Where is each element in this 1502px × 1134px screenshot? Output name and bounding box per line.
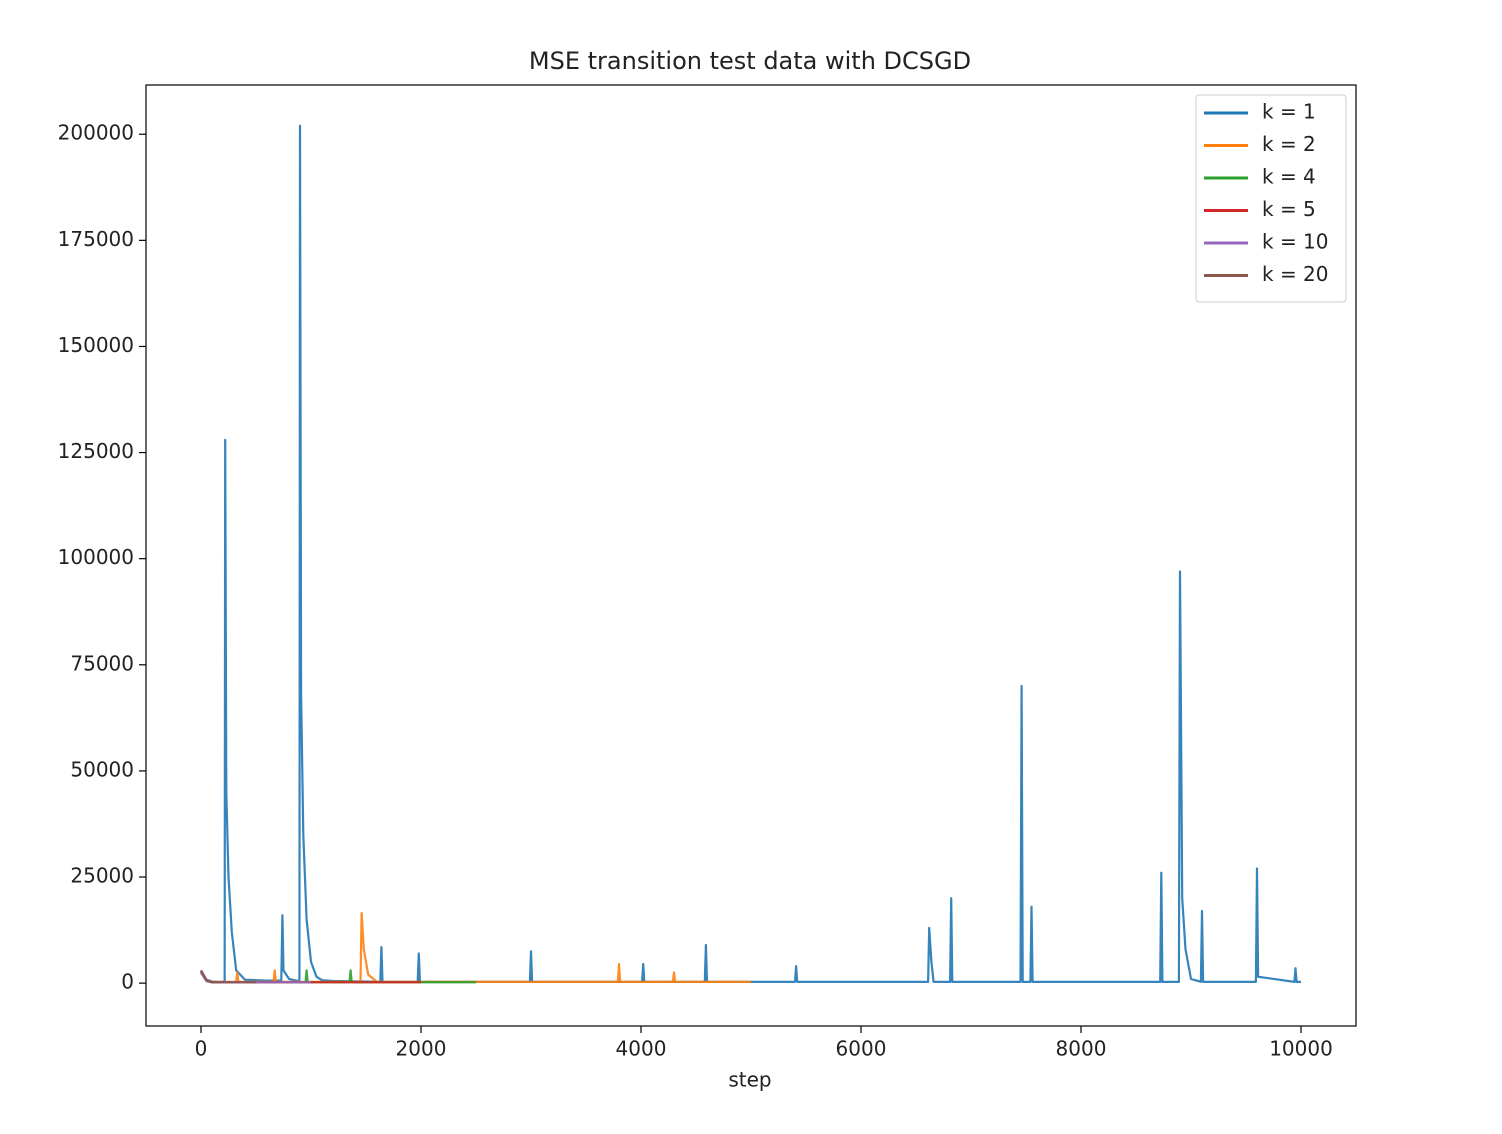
- legend-label: k = 4: [1262, 165, 1316, 189]
- series-line: [200, 969, 256, 984]
- y-tick-label: 200000: [58, 121, 134, 145]
- y-tick-label: 100000: [58, 545, 134, 569]
- x-tick-label: 10000: [1269, 1037, 1333, 1061]
- series-line: [200, 124, 1301, 983]
- x-tick-label: 0: [195, 1037, 208, 1061]
- y-tick-label: 0: [121, 970, 134, 994]
- y-tick-label: 50000: [70, 757, 134, 781]
- x-axis-label: step: [728, 1068, 771, 1092]
- y-tick-label: 25000: [70, 864, 134, 888]
- legend-label: k = 20: [1262, 262, 1329, 286]
- legend: k = 1 k = 2 k = 4 k = 5 k = 10 k = 20: [1195, 94, 1347, 303]
- legend-label: k = 10: [1262, 230, 1329, 254]
- series-line: [200, 912, 751, 983]
- legend-label: k = 2: [1262, 132, 1316, 156]
- plot-frame: [145, 84, 1357, 1027]
- y-tick-label: 75000: [70, 651, 134, 675]
- y-tick-label: 175000: [58, 227, 134, 251]
- x-tick-label: 6000: [836, 1037, 887, 1061]
- y-tick-label: 125000: [58, 439, 134, 463]
- x-tick-label: 2000: [396, 1037, 447, 1061]
- legend-label: k = 1: [1262, 100, 1316, 124]
- x-tick-label: 8000: [1056, 1037, 1107, 1061]
- chart-title: MSE transition test data with DCSGD: [529, 47, 971, 75]
- y-tick-label: 150000: [58, 333, 134, 357]
- legend-label: k = 5: [1262, 197, 1316, 221]
- series-line: [200, 970, 421, 984]
- x-tick-label: 4000: [616, 1037, 667, 1061]
